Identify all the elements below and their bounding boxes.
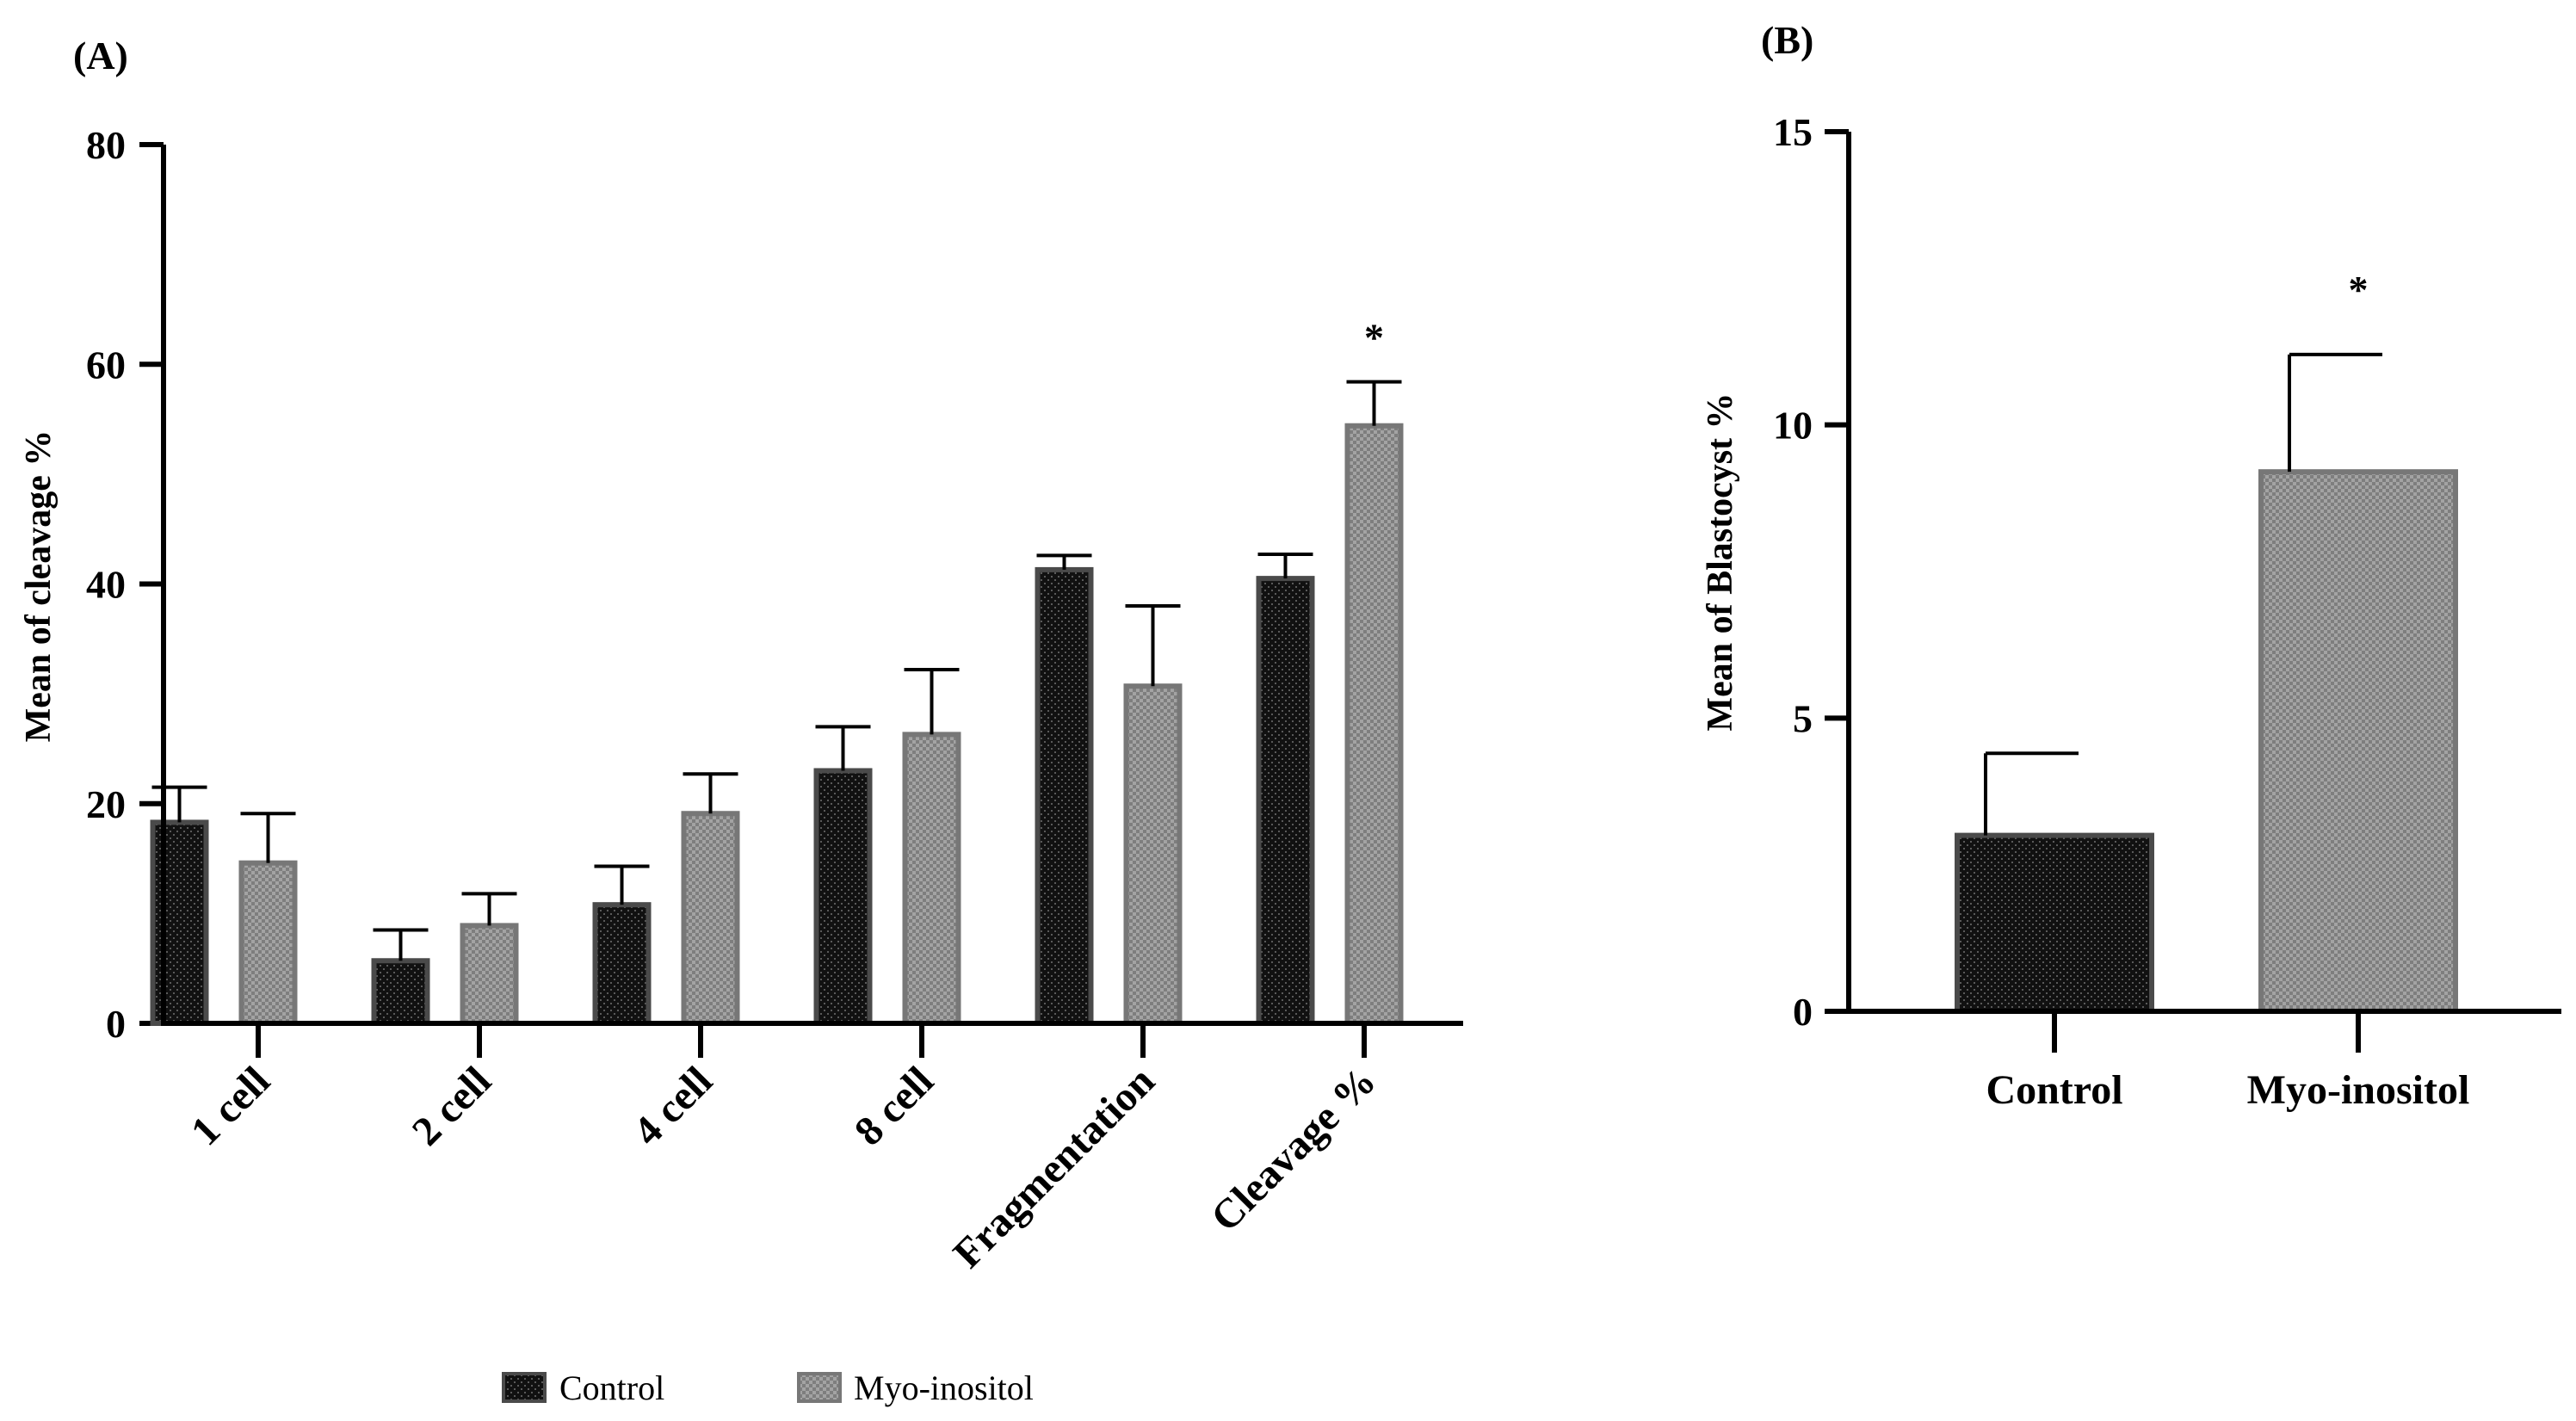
bar-control <box>1955 832 2154 1014</box>
panel-b: (B) Mean of Blastocyst % 0 5 10 15 Control M… <box>1701 18 2561 1113</box>
panel-a-x-ticks <box>256 1023 1367 1058</box>
y-tick-label: 10 <box>1773 404 1813 448</box>
bar-myo-inositol <box>2258 469 2458 1014</box>
x-category-label-1-cell: 1 cell <box>182 1058 279 1154</box>
bar-myo-inositol-8-cell <box>902 732 961 1026</box>
x-category-label-4-cell: 4 cell <box>625 1058 721 1154</box>
error-bar-control-cleavage-pct <box>1257 553 1313 579</box>
panel-b-y-axis-title: Mean of Blastocyst % <box>1701 392 1740 731</box>
legend-swatch-control <box>502 1372 547 1403</box>
y-tick-label: 15 <box>1773 110 1813 154</box>
significance-mark-cleavage-pct: * <box>1364 316 1384 360</box>
bar-myo-inositol-fragmentation <box>1123 683 1183 1026</box>
bar-myo-inositol-4-cell <box>681 811 740 1027</box>
bar-control-cleavage-pct <box>1256 576 1315 1026</box>
bar-myo-inositol-2-cell <box>460 923 519 1026</box>
panel-a: (A) Mean of cleavage % 0 20 40 60 80 1 cell 2… <box>19 34 1463 1407</box>
panel-b-x-ticks <box>2052 1011 2361 1053</box>
bar-control-2-cell <box>371 958 430 1027</box>
panel-b-error-bars <box>1984 352 2382 836</box>
y-tick-label: 40 <box>86 563 126 607</box>
y-tick-label: 80 <box>86 123 126 167</box>
bar-myo-inositol-1-cell <box>238 860 298 1026</box>
y-tick-label: 0 <box>1793 990 1813 1034</box>
error-bar-control-4-cell <box>594 864 650 905</box>
panel-a-category-labels: 1 cell 2 cell 4 cell 8 cell Fragmentation Cle… <box>182 1058 1385 1276</box>
panel-a-significance: * <box>1364 316 1384 360</box>
error-bar-myo-inositol-4-cell <box>683 772 738 814</box>
legend-swatch-myo-inositol <box>797 1372 842 1403</box>
panel-b-bars <box>1955 469 2458 1014</box>
panel-b-significance: * <box>2349 268 2369 312</box>
x-category-label-8-cell: 8 cell <box>846 1058 942 1154</box>
error-bar-control <box>1984 751 2079 836</box>
error-bar-control-2-cell <box>373 928 429 961</box>
error-bar-myo-inositol-cleavage-pct <box>1346 380 1402 426</box>
y-tick-label: 0 <box>106 1002 126 1046</box>
panel-a-y-axis-title: Mean of cleavage % <box>19 430 59 743</box>
error-bar-myo-inositol-fragmentation <box>1125 604 1181 687</box>
panel-b-label: (B) <box>1761 18 1813 62</box>
bar-control-8-cell <box>813 768 873 1027</box>
panel-a-bars <box>150 423 1404 1027</box>
x-category-label-cleavage-pct: Cleavage % <box>1202 1058 1385 1240</box>
x-category-label-2-cell: 2 cell <box>404 1058 500 1154</box>
error-bar-myo-inositol-2-cell <box>461 892 517 926</box>
error-bar-control-fragmentation <box>1036 553 1092 570</box>
x-category-label-fragmentation: Fragmentation <box>944 1058 1163 1276</box>
error-bar-myo-inositol-8-cell <box>904 668 960 735</box>
bar-control-1-cell <box>150 819 209 1026</box>
legend-item-myo-inositol: Myo-inositol <box>797 1368 1034 1407</box>
bar-myo-inositol-cleavage-pct <box>1344 423 1404 1027</box>
panel-a-error-bars <box>151 380 1402 961</box>
legend-label-myo-inositol: Myo-inositol <box>854 1368 1034 1407</box>
significance-mark-myo-inositol: * <box>2349 268 2369 312</box>
x-category-label-control: Control <box>1986 1067 2122 1113</box>
legend-item-control: Control <box>502 1368 664 1407</box>
error-bar-myo-inositol-1-cell <box>240 812 296 863</box>
panel-a-label: (A) <box>73 34 128 77</box>
bar-control-fragmentation <box>1035 566 1094 1026</box>
panel-b-y-ticks: 0 5 10 15 <box>1773 110 1849 1034</box>
y-tick-label: 20 <box>86 782 126 826</box>
error-bar-control-8-cell <box>815 725 871 771</box>
y-tick-label: 60 <box>86 343 126 386</box>
panel-a-y-ticks: 0 20 40 60 80 <box>86 123 164 1046</box>
bar-control-4-cell <box>592 902 652 1027</box>
legend: Control Myo-inositol <box>502 1368 1034 1407</box>
panel-b-category-labels: Control Myo-inositol <box>1986 1067 2469 1113</box>
legend-label-control: Control <box>559 1368 664 1407</box>
x-category-label-myo-inositol: Myo-inositol <box>2247 1067 2470 1113</box>
error-bar-myo-inositol <box>2288 352 2382 473</box>
y-tick-label: 5 <box>1793 696 1813 740</box>
